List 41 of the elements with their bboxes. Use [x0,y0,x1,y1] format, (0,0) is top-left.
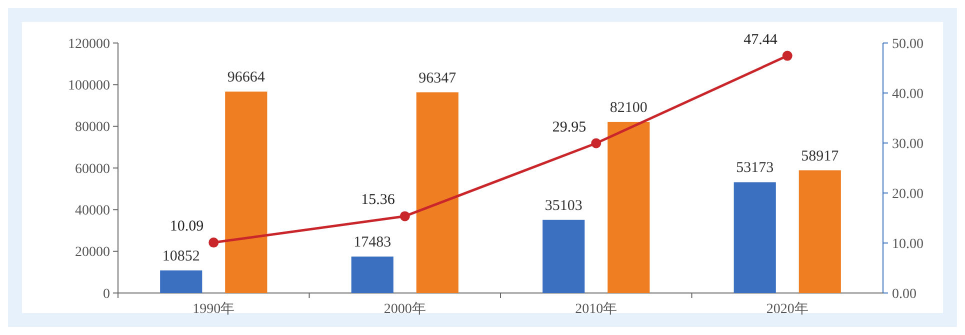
y2-tick-label: 30.00 [892,136,924,152]
y-tick-label: 0 [103,286,110,302]
data-label: 82100 [610,100,648,116]
bar [160,270,202,293]
bar [608,122,650,293]
bar [798,170,841,293]
bar [225,92,268,293]
x-tick-label: 1990年 [192,301,235,317]
data-label: 15.36 [361,192,396,208]
y-tick-label: 100000 [68,78,110,94]
x-tick-label: 2000年 [384,301,426,317]
data-label: 96347 [418,70,457,86]
y-tick-label: 20000 [75,245,110,260]
point [782,50,792,61]
data-label: 35103 [544,198,582,214]
y2-tick-label: 10.00 [892,236,924,252]
data-label: 53173 [736,160,774,176]
point [208,238,219,248]
bar [542,220,585,293]
data-label: 17483 [354,234,392,251]
y2-tick-label: 20.00 [892,186,924,202]
y2-tick-label: 50.00 [892,36,924,52]
data-label: 96664 [227,70,266,86]
data-label: 10852 [162,248,200,264]
y2-tick-label: 0.00 [892,286,916,302]
y-tick-label: 120000 [68,36,110,52]
x-tick-label: 2010年 [575,301,618,317]
data-label: 10.09 [170,218,204,235]
point [400,211,410,222]
point [591,138,602,148]
bar [416,92,458,293]
y-tick-label: 40000 [75,204,110,219]
x-tick-label: 2020年 [766,301,808,317]
data-label: 47.44 [744,32,778,48]
y-tick-label: 80000 [75,120,110,136]
data-label: 29.95 [552,119,586,136]
y2-tick-label: 40.00 [892,86,924,102]
y-tick-label: 60000 [75,162,110,177]
data-label: 58917 [801,148,840,164]
bar [734,182,776,293]
bar [351,256,394,293]
